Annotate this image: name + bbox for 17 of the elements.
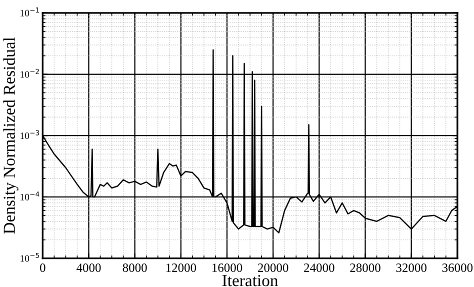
x-tick-label: 16000 <box>212 264 242 272</box>
x-tick-label: 28000 <box>350 264 380 272</box>
x-tick-label: 0 <box>40 264 46 272</box>
x-tick-label: 8000 <box>122 264 147 272</box>
x-tick-label: 20000 <box>258 264 288 272</box>
x-tick-label: 24000 <box>304 264 334 272</box>
y-tick-label: 10$^{−4}$ <box>20 192 40 200</box>
x-tick-label: 32000 <box>396 264 426 272</box>
x-tick-label: 12000 <box>166 264 196 272</box>
y-tick-label: 10$^{−5}$ <box>20 252 40 262</box>
y-axis-title: Density Normalized Residual <box>3 37 18 234</box>
x-axis-title: Iteration <box>222 275 278 286</box>
y-tick-label: 10$^{−2}$ <box>20 68 39 78</box>
x-tick-label: 4000 <box>76 264 101 272</box>
y-tick-label: 10$^{−3}$ <box>20 130 40 140</box>
x-tick-label: 36000 <box>442 264 473 272</box>
y-tick-label: 10$^{−1}$ <box>20 8 39 16</box>
